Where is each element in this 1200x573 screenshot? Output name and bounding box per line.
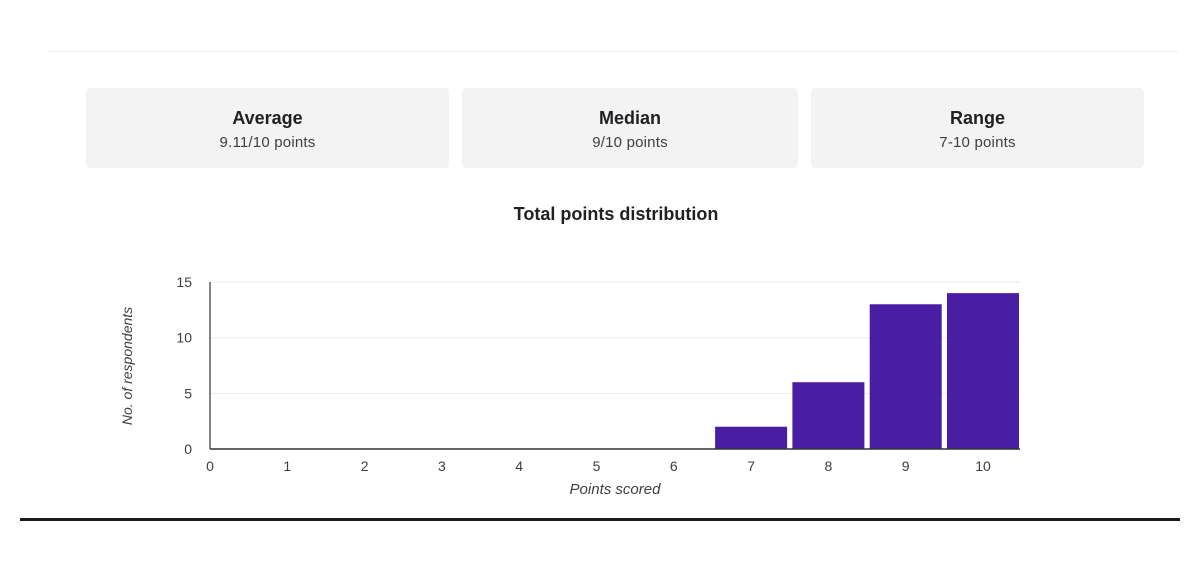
bottom-rule: [20, 518, 1180, 521]
y-tick-label: 0: [184, 441, 192, 457]
y-tick-label: 10: [176, 330, 192, 346]
range-label: Range: [949, 108, 1005, 128]
x-tick-label: 6: [670, 458, 678, 474]
x-tick-label: 4: [515, 458, 523, 474]
bar: [869, 304, 942, 449]
x-axis-label: Points scored: [570, 481, 662, 498]
top-divider: [48, 51, 1178, 52]
x-tick-label: 8: [825, 458, 833, 474]
x-tick-label: 1: [283, 458, 291, 474]
bar: [715, 426, 788, 449]
range-card: Range 7-10 points: [811, 88, 1144, 168]
y-axis-label: No. of respondents: [119, 307, 135, 425]
x-tick-label: 0: [206, 458, 214, 474]
x-tick-label: 10: [975, 458, 991, 474]
x-tick-label: 2: [361, 458, 369, 474]
median-card: Median 9/10 points: [462, 88, 798, 168]
average-label: Average: [232, 108, 303, 128]
x-tick-label: 5: [593, 458, 601, 474]
average-card: Average 9.11/10 points: [86, 88, 449, 168]
average-value: 9.11/10 points: [219, 134, 316, 151]
range-value: 7-10 points: [939, 134, 1016, 151]
y-tick-label: 15: [176, 274, 192, 290]
median-value: 9/10 points: [592, 134, 668, 151]
chart-title: Total points distribution: [513, 204, 719, 224]
bar: [947, 293, 1019, 449]
y-tick-label: 5: [184, 385, 192, 401]
x-tick-label: 9: [902, 458, 910, 474]
x-tick-label: 3: [438, 458, 446, 474]
x-tick-label: 7: [747, 458, 755, 474]
bar: [792, 382, 865, 449]
median-label: Median: [598, 108, 661, 128]
